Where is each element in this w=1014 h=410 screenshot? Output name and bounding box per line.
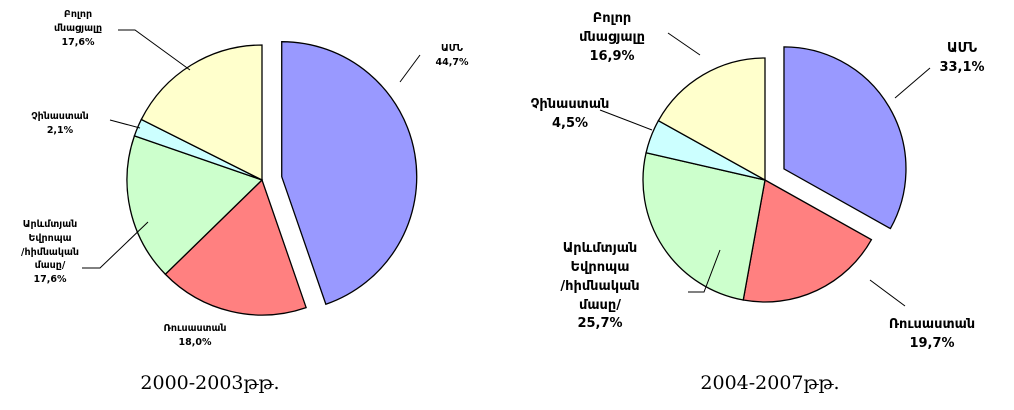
slice-percent: 18,0% (178, 336, 212, 348)
leader-line (869, 279, 906, 307)
chart-title: 2004-2007թթ. (700, 372, 840, 394)
slice-name: Ռուսաստան (888, 317, 976, 332)
leader-line (667, 32, 701, 56)
leader-line (399, 54, 421, 83)
slice-percent: 33,1% (939, 59, 985, 75)
slice-name: Արևմտյան Եվրոպա /հիմնական մասը/ (560, 241, 640, 313)
slice-label: Չինաստան 2,1% (31, 110, 89, 138)
slice-name: Ռուսաստան (163, 323, 227, 334)
slice-name: Բոլոր մնացյալը (53, 9, 103, 34)
leader-line (894, 67, 931, 99)
leader-line (599, 109, 653, 131)
slice-label: Բոլոր մնացյալը 16,9% (579, 10, 645, 67)
slice-name: Բոլոր մնացյալը (579, 11, 645, 45)
pie-slice (642, 152, 766, 301)
slice-label: ԱՄՆ 33,1% (939, 40, 984, 78)
slice-label: Ռուսաստան 18,0% (163, 322, 226, 350)
slice-percent: 25,7% (577, 316, 623, 332)
pie-slice (140, 44, 263, 182)
pie-slice (657, 57, 766, 182)
pie-slice (164, 178, 307, 316)
leader-line (109, 119, 141, 129)
slice-name: ԱՄՆ (441, 43, 463, 54)
slice-percent: 17,6% (33, 274, 67, 286)
slice-percent: 19,7% (909, 335, 955, 351)
pie-slice (742, 178, 873, 303)
chart-title: 2000-2003թթ. (140, 372, 280, 394)
slice-label: Արևմտյան Եվրոպա /հիմնական մասը/25,7% (560, 240, 639, 334)
pie-slice (281, 41, 418, 306)
slice-name: ԱՄՆ (946, 41, 978, 56)
slice-label: Արևմտյան Եվրոպա /հիմնական մասը/17,6% (21, 218, 79, 287)
slice-label: Բոլոր մնացյալը 17,6% (54, 8, 102, 49)
slice-name: Չինաստան (31, 111, 89, 122)
leader-line (118, 29, 191, 71)
slice-label: Չինաստան 4,5% (531, 96, 610, 134)
slice-name: Արևմտյան Եվրոպա /հիմնական մասը/ (21, 219, 79, 272)
slice-percent: 4,5% (551, 115, 589, 131)
pie-slice (783, 46, 907, 230)
slice-percent: 17,6% (61, 36, 95, 48)
slice-label: ԱՄՆ 44,7% (436, 42, 469, 70)
slice-percent: 44,7% (435, 56, 469, 68)
slice-label: Ռուսաստան 19,7% (889, 316, 975, 354)
leader-line (82, 221, 149, 269)
slice-name: Չինաստան (530, 97, 610, 112)
leader-line (688, 249, 721, 293)
pie-slice (126, 135, 264, 276)
slice-percent: 16,9% (589, 48, 635, 64)
slice-percent: 2,1% (46, 124, 74, 136)
